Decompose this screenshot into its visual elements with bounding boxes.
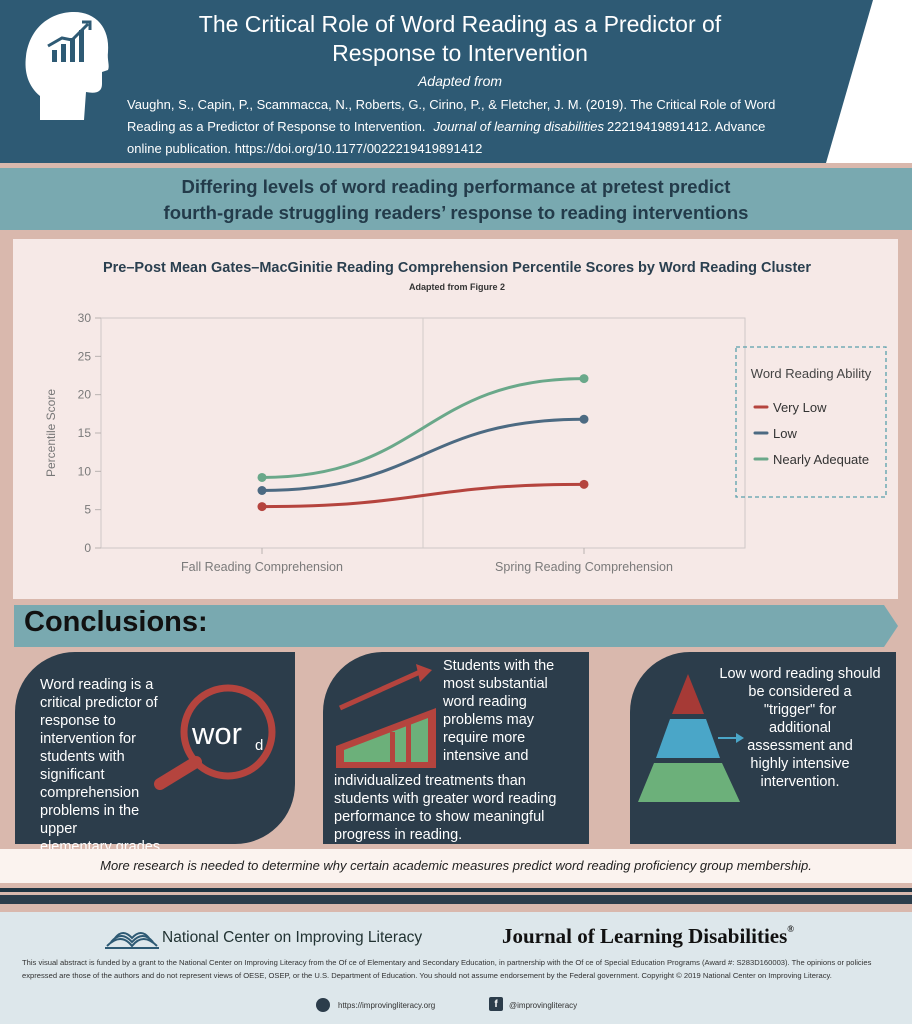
social-handle[interactable]: @improvingliteracy: [509, 1001, 578, 1010]
series-line: [261, 482, 585, 509]
growth-bar-arrow-icon: [336, 664, 436, 768]
card1-line: intervention for: [40, 731, 136, 747]
data-point: [579, 374, 589, 384]
citation-line-2: Reading as a Predictor of Response to In…: [127, 116, 807, 138]
registered-mark: ®: [787, 924, 795, 934]
page-title: The Critical Role of Word Reading as a P…: [198, 11, 722, 66]
y-tick-label: 20: [78, 388, 92, 402]
card2-line: performance to show meaningful: [334, 809, 545, 825]
card3-line: intervention.: [760, 774, 840, 790]
chart-subtitle: Adapted from Figure 2: [409, 282, 505, 292]
line-chart: Pre–Post Mean Gates–MacGinitie Reading C…: [44, 260, 887, 574]
citation-line-2-start: Reading as a Predictor of Response to In…: [127, 119, 426, 134]
card1-line: response to: [40, 713, 116, 729]
y-tick-label: 30: [78, 311, 92, 325]
note-strip: [0, 849, 912, 883]
card3-line: "trigger" for: [763, 702, 837, 718]
head-growth-chart-icon: [25, 12, 109, 120]
citation: Vaughn, S., Capin, P., Scammacca, N., Ro…: [127, 94, 807, 160]
card3-line: additional: [768, 720, 832, 736]
chart-title: Pre–Post Mean Gates–MacGinitie Reading C…: [103, 260, 811, 276]
series-line: [261, 377, 585, 479]
conclusions-band: [14, 605, 898, 647]
jld-logo: Journal of Learning Disabilities®: [502, 924, 794, 949]
card2-line: word reading: [443, 694, 527, 710]
card1-line: significant: [40, 767, 105, 783]
globe-icon: [316, 998, 330, 1012]
conclusion-card-2-text-top: Students with the most substantial word …: [443, 657, 583, 765]
card2-line: problems may: [443, 712, 535, 728]
card3-line: assessment and: [747, 738, 853, 754]
card2-line: individualized treatments than: [334, 773, 526, 789]
data-point: [257, 486, 267, 495]
plot-grid: 0 5 10 15 20 25 30 Fall Reading Comprehension Sp…: [78, 311, 746, 574]
card3-line: be considered a: [748, 684, 852, 700]
card1-line: comprehension: [40, 785, 140, 801]
adapted-from-label: Adapted from: [417, 73, 503, 89]
research-note: More research is needed to determine why…: [100, 858, 812, 873]
conclusion-card-3-text: Low word reading should be considered a …: [715, 665, 885, 791]
card1-line: problems in the upper: [40, 803, 140, 837]
chart-panel: [13, 239, 898, 599]
citation-line-3[interactable]: online publication. https://doi.org/10.1…: [127, 141, 483, 156]
card2-line: most substantial: [443, 676, 548, 692]
conclusion-card-2-text-bottom: individualized treatments than students …: [334, 772, 584, 844]
y-tick-label: 5: [84, 503, 91, 517]
divider-line: [0, 888, 912, 892]
y-tick-label: 15: [78, 426, 92, 440]
card3-line: highly intensive: [750, 756, 850, 772]
data-point: [257, 472, 267, 482]
conclusions-title: Conclusions:: [24, 606, 208, 638]
legend-title: Word Reading Ability: [751, 366, 872, 381]
magnifying-glass-icon: wor d: [154, 684, 276, 790]
disclaimer: This visual abstract is funded by a gran…: [22, 956, 892, 982]
legend: Word Reading Ability Very Low Low Nearly A…: [735, 346, 887, 498]
subtitle-band: [0, 168, 912, 230]
legend-entry: Low: [773, 426, 797, 441]
card1-line: Word reading is a: [40, 677, 154, 693]
y-tick-label: 0: [84, 541, 91, 555]
facebook-icon[interactable]: f: [489, 997, 503, 1011]
card2-line: intensive and: [443, 748, 529, 764]
data-point: [257, 502, 267, 512]
book-logo-icon: [105, 932, 159, 949]
y-axis-label: Percentile Score: [44, 389, 58, 477]
card2-line: students with greater word reading: [334, 791, 557, 807]
series-line: [261, 417, 585, 492]
citation-line-2-end: 22219419891412. Advance: [607, 119, 766, 134]
jld-name: Journal of Learning Disabilities: [502, 924, 788, 948]
divider-bar: [0, 895, 912, 904]
x-tick-label: Spring Reading Comprehension: [495, 560, 673, 574]
data-point: [579, 479, 589, 489]
website-link[interactable]: https://improvingliteracy.org: [338, 1001, 436, 1010]
citation-line-1: Vaughn, S., Capin, P., Scammacca, N., Ro…: [127, 97, 776, 112]
card2-line: require more: [443, 730, 526, 746]
ncil-name: National Center on Improving Literacy: [162, 929, 423, 946]
legend-entry: Very Low: [773, 400, 827, 415]
graphic-letter: d: [255, 737, 263, 754]
subtitle: Differing levels of word reading perform…: [163, 176, 749, 223]
card1-line: critical predictor of: [40, 695, 158, 711]
plot-series: [257, 374, 589, 512]
header-banner: [0, 0, 873, 163]
conclusion-card-1: [15, 652, 295, 844]
pyramid-icon: [638, 674, 744, 802]
y-tick-label: 25: [78, 349, 92, 363]
graphic-word: wor: [191, 716, 242, 751]
disclaimer-line-2: expressed are those of the authors and d…: [22, 971, 832, 980]
disclaimer-line-1: This visual abstract is funded by a gran…: [22, 958, 872, 967]
card2-line: progress in reading.: [334, 827, 463, 843]
y-tick-label: 10: [78, 464, 92, 478]
x-tick-label: Fall Reading Comprehension: [181, 560, 343, 574]
data-point: [579, 414, 589, 424]
footer: [0, 912, 912, 1024]
citation-journal: Journal of learning disabilities: [433, 119, 605, 134]
card1-line: students with: [40, 749, 125, 765]
card3-line: Low word reading should: [719, 666, 881, 682]
legend-entry: Nearly Adequate: [773, 452, 869, 467]
card2-line: Students with the: [443, 658, 555, 674]
